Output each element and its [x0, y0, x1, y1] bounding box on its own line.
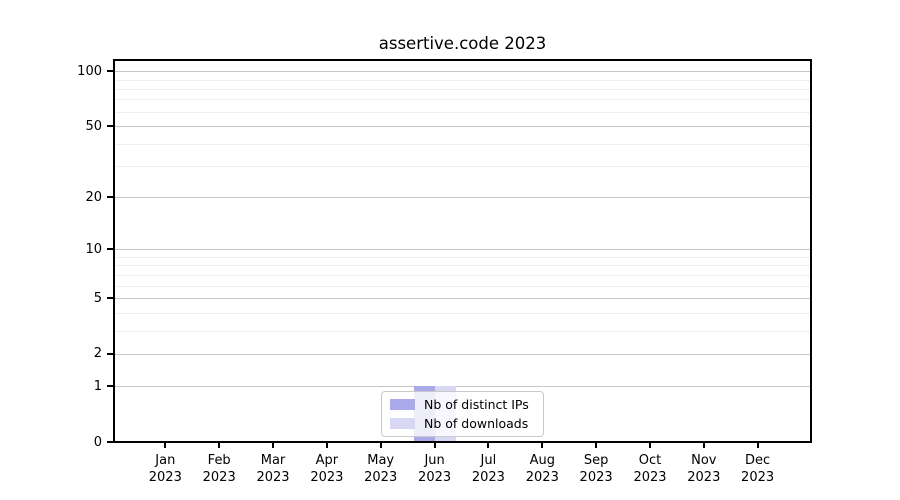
- gridline-minor: [114, 330, 811, 332]
- gridline-minor: [114, 257, 811, 258]
- plot-area: 0 1 2 5 10 20 50 100 Jan 2023 Feb 2023 Mar 2023 Apr 202…: [77, 59, 812, 485]
- gridline-minor: [114, 88, 811, 90]
- x-tick: [379, 442, 382, 448]
- x-tick-label-year: 2023: [579, 470, 613, 485]
- y-tick: [107, 196, 113, 199]
- x-tick: [164, 442, 167, 448]
- x-tick-label: Oct 2023: [610, 452, 690, 486]
- y-tick: [107, 297, 113, 299]
- x-tick-label-year: 2023: [525, 470, 559, 485]
- x-tick-label: Jul 2023: [448, 452, 528, 486]
- x-tick-label-year: 2023: [310, 470, 344, 485]
- x-tick-label-year: 2023: [202, 470, 236, 485]
- gridline-minor: [114, 99, 811, 101]
- gridline-minor: [114, 143, 811, 145]
- gridline-major: [114, 353, 811, 355]
- x-tick-label: Jan 2023: [125, 452, 205, 486]
- y-tick: [107, 385, 113, 388]
- legend-swatch-downloads: [390, 417, 415, 429]
- gridline-major: [114, 71, 811, 73]
- x-tick-label-year: 2023: [633, 470, 667, 485]
- y-tick: [107, 125, 113, 127]
- x-tick-label-month: Oct: [638, 453, 662, 468]
- y-tick-label: 10: [85, 241, 102, 257]
- x-tick-label-year: 2023: [418, 470, 452, 485]
- x-tick-label: Nov 2023: [664, 452, 744, 486]
- legend-entry-distinct-ips: Nb of distinct IPs: [390, 397, 535, 412]
- gridline-major: [114, 197, 811, 199]
- x-tick-label-month: May: [367, 453, 395, 468]
- x-tick: [325, 442, 328, 448]
- gridline-minor: [114, 265, 811, 267]
- y-tick-label: 20: [85, 189, 102, 205]
- x-tick-label-month: Jun: [424, 453, 445, 468]
- x-tick-label-month: Dec: [745, 453, 771, 468]
- y-tick-label: 50: [85, 118, 102, 134]
- x-tick: [218, 442, 221, 448]
- y-tick-label: 0: [93, 434, 102, 450]
- legend-label-distinct-ips: Nb of distinct IPs: [424, 397, 529, 413]
- x-tick: [541, 442, 544, 448]
- x-tick-label: Jun 2023: [395, 452, 475, 486]
- legend-swatch-distinct-ips: [390, 399, 415, 411]
- y-tick: [107, 248, 113, 251]
- y-tick-label: 100: [77, 63, 102, 79]
- x-tick-label-year: 2023: [471, 470, 505, 485]
- x-tick-label-year: 2023: [256, 470, 290, 485]
- y-tick: [107, 70, 113, 73]
- gridline-major: [114, 249, 811, 251]
- gridline-major: [114, 298, 811, 299]
- x-tick-label-month: Jan: [155, 453, 176, 468]
- x-tick: [756, 442, 759, 448]
- y-tick-label: 1: [93, 378, 102, 394]
- x-tick-label: Mar 2023: [233, 452, 313, 486]
- x-tick-label: Feb 2023: [179, 452, 259, 486]
- y-tick: [107, 441, 113, 443]
- x-tick-label: Aug 2023: [502, 452, 582, 486]
- legend-label-downloads: Nb of downloads: [424, 415, 529, 431]
- gridline-major: [114, 126, 811, 127]
- y-tick-label: 2: [93, 346, 102, 362]
- x-tick-label-year: 2023: [687, 470, 721, 485]
- x-tick-label-year: 2023: [741, 470, 775, 485]
- x-tick-label: Dec 2023: [718, 452, 798, 486]
- x-tick-label-year: 2023: [364, 470, 398, 485]
- x-tick: [433, 442, 436, 448]
- gridline-minor: [114, 166, 811, 167]
- gridline-minor: [114, 274, 811, 276]
- x-tick-label-month: Feb: [207, 453, 231, 468]
- y-tick: [107, 352, 113, 355]
- x-tick: [272, 442, 274, 448]
- x-tick-label-month: Sep: [583, 453, 609, 468]
- x-tick-label-month: Mar: [260, 453, 286, 468]
- x-tick-label: May 2023: [341, 452, 421, 486]
- legend: Nb of distinct IPs Nb of downloads: [381, 391, 544, 437]
- x-tick-label-month: Nov: [691, 453, 717, 468]
- x-tick-label: Sep 2023: [556, 452, 636, 486]
- x-tick-label-month: Jul: [480, 453, 497, 468]
- legend-entry-downloads: Nb of downloads: [390, 416, 535, 431]
- x-tick-label-month: Aug: [529, 453, 555, 468]
- gridline-major: [114, 386, 811, 388]
- gridline-minor: [114, 285, 811, 287]
- chart-title: assertive.code 2023: [378, 34, 547, 53]
- x-tick-label-month: Apr: [315, 453, 339, 468]
- x-tick-label: Apr 2023: [287, 452, 367, 486]
- x-tick: [649, 442, 651, 448]
- x-tick-label-year: 2023: [148, 470, 182, 485]
- y-tick-label: 5: [93, 290, 102, 306]
- gridline-minor: [114, 79, 811, 81]
- x-tick: [487, 442, 490, 448]
- gridline-minor: [114, 312, 811, 314]
- x-tick: [702, 442, 705, 448]
- gridline-minor: [114, 111, 811, 113]
- x-tick: [595, 442, 598, 448]
